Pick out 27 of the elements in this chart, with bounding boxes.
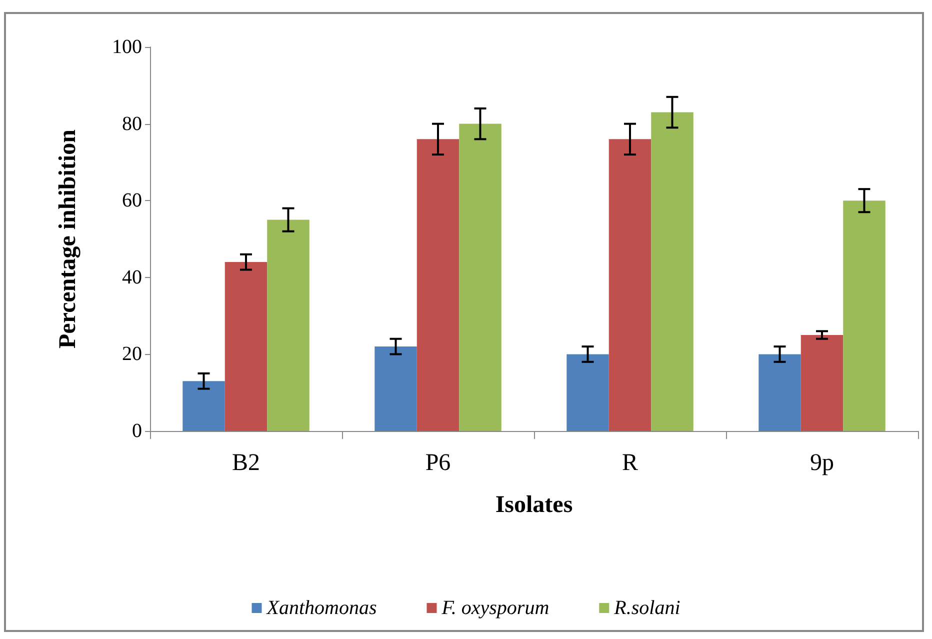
bar	[374, 346, 417, 431]
x-tick-label: 9p	[810, 450, 834, 476]
bar	[267, 220, 310, 431]
bar	[651, 112, 694, 431]
legend-label: F. oxysporum	[440, 597, 550, 619]
bar	[416, 139, 460, 431]
bar	[224, 262, 268, 431]
bar	[758, 354, 801, 431]
y-tick-label: 100	[112, 36, 142, 58]
legend-label: R.solani	[613, 597, 680, 619]
bar	[182, 381, 225, 431]
y-tick-label: 0	[132, 420, 142, 442]
bar	[608, 139, 652, 431]
y-tick-label: 20	[122, 343, 142, 366]
legend-label: Xanthomonas	[266, 597, 377, 619]
y-tick-label: 80	[122, 112, 142, 135]
x-axis-title: Isolates	[495, 492, 573, 518]
x-tick-label: P6	[425, 450, 451, 476]
y-tick-label: 40	[122, 266, 142, 288]
bar	[566, 354, 609, 431]
bar	[800, 335, 844, 431]
x-tick-label: B2	[232, 450, 260, 476]
x-tick-label: R	[622, 450, 638, 476]
bar	[459, 124, 502, 431]
y-tick-label: 60	[122, 190, 142, 212]
y-axis-title: Percentage inhibition	[55, 130, 81, 348]
bar	[843, 200, 886, 431]
